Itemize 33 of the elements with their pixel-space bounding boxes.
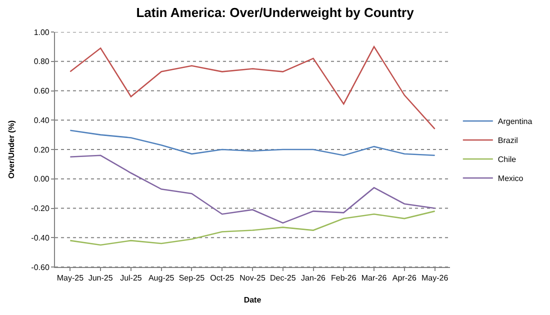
x-tick-label: Sep-25 (178, 274, 206, 283)
legend-label: Brazil (498, 136, 518, 146)
legend-label: Mexico (498, 174, 524, 184)
y-axis-title: Over/Under (%) (6, 120, 16, 179)
y-tick-label: 0.60 (34, 86, 50, 96)
x-tick-label: Mar-26 (361, 274, 388, 283)
y-tick-label: 1.00 (34, 28, 50, 37)
line-series (70, 210, 436, 246)
x-tick-label: Apr-26 (392, 274, 417, 283)
line-series (70, 154, 436, 224)
x-tick-label: Nov-25 (240, 274, 266, 283)
line-series (70, 46, 436, 130)
x-tick-label: Jul-25 (120, 274, 142, 283)
legend-label: Argentina (498, 117, 533, 126)
x-tick-label: Dec-25 (270, 274, 296, 283)
x-axis-title: Date (244, 296, 262, 305)
y-tick-label: -0.40 (31, 233, 50, 242)
y-tick-label: 0.20 (34, 145, 50, 154)
x-tick-label: May-25 (56, 274, 84, 283)
x-tick-label: Aug-25 (148, 274, 175, 283)
y-tick-label: 0.00 (34, 174, 50, 184)
x-tick-label: Oct-25 (210, 274, 235, 283)
x-tick-label: Jan-26 (301, 274, 326, 283)
x-tick-label: Jun-25 (88, 274, 114, 283)
y-tick-label: -0.20 (31, 204, 50, 214)
chart-title: Latin America: Over/Underweight by Country (136, 4, 415, 20)
y-tick-label: -0.60 (31, 262, 50, 272)
line-series (70, 130, 436, 156)
x-tick-label: Feb-26 (330, 274, 357, 283)
legend-label: Chile (498, 155, 517, 164)
x-tick-label: May-26 (421, 274, 449, 283)
y-tick-label: 0.80 (34, 57, 50, 66)
y-tick-label: 0.40 (34, 116, 50, 125)
